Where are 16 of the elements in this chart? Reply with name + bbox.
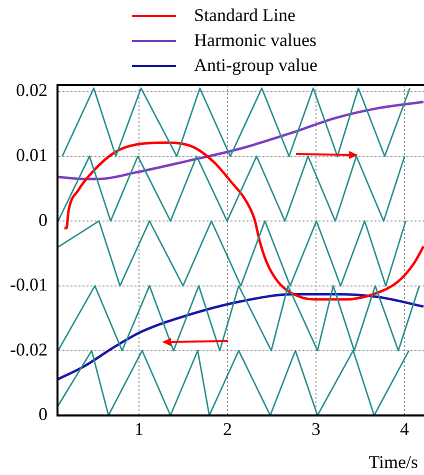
legend-label: Standard Line (194, 4, 296, 27)
y-tick-label: 0.02 (16, 80, 48, 100)
y-tick-label: 0 (38, 404, 48, 424)
x-tick-label: 1 (134, 418, 144, 439)
y-tick-label: -0.02 (10, 339, 48, 360)
line-series (63, 141, 424, 301)
y-tick-label: 0 (38, 210, 48, 230)
y-tick-label: 0.01 (16, 144, 48, 165)
line-series (57, 100, 424, 180)
legend-label: Harmonic values (194, 29, 316, 52)
legend-label: Anti-group value (194, 54, 318, 77)
x-tick-label: 3 (311, 418, 320, 439)
x-axis-title: Time/s (368, 452, 418, 473)
x-tick-label: 4 (400, 418, 410, 439)
y-tick-label: -0.01 (10, 274, 48, 295)
x-tick-label: 2 (222, 418, 232, 439)
